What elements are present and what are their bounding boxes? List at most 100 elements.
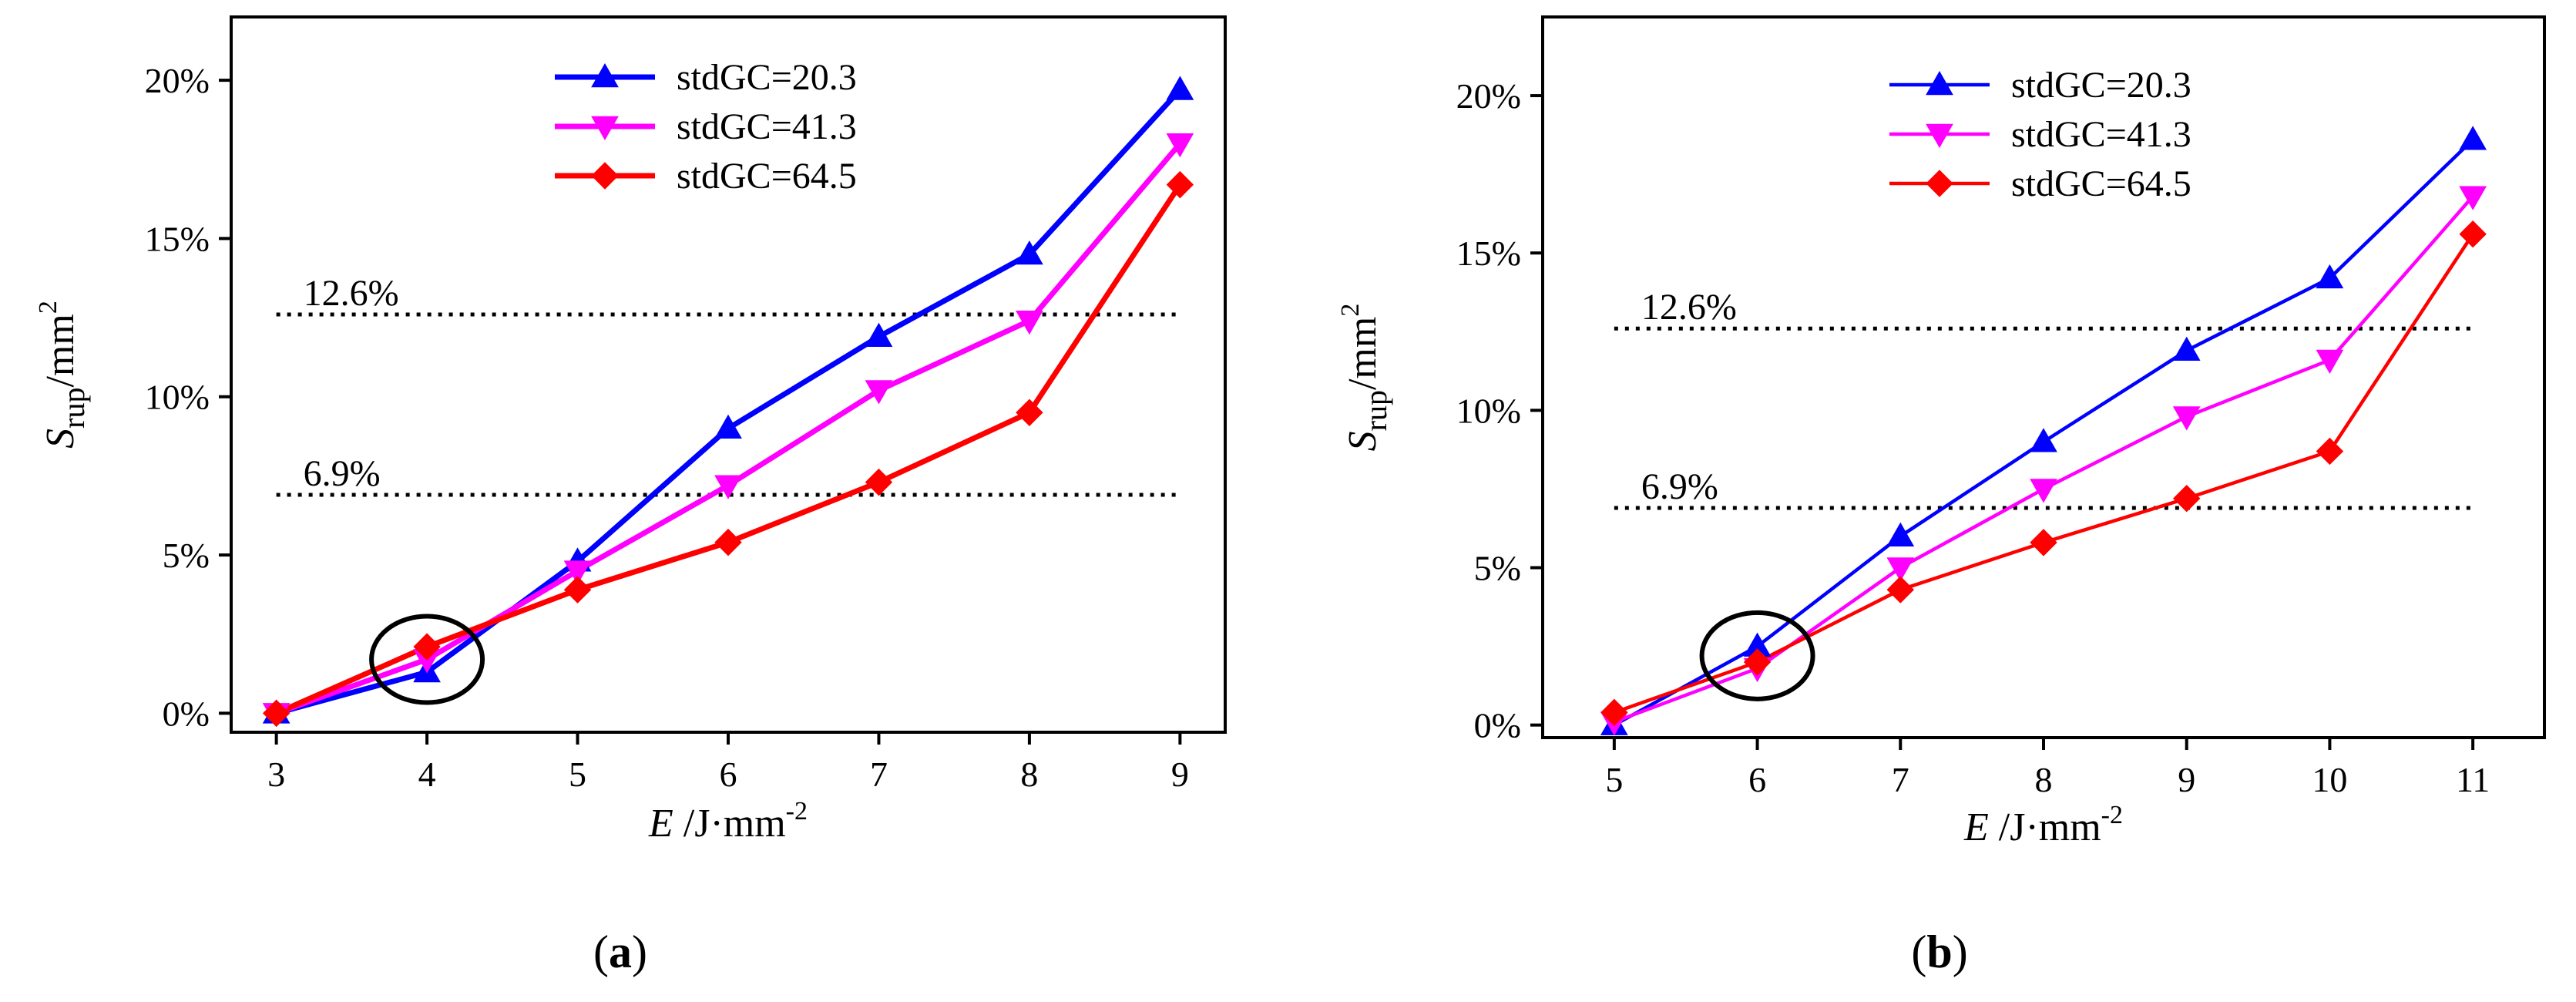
highlight-circle: [369, 614, 485, 705]
x-axis-title-exp: -2: [786, 797, 808, 825]
data-point: [1743, 648, 1772, 676]
reference-line-label: 12.6%: [304, 273, 399, 314]
y-axis-title-var: S: [39, 429, 82, 449]
y-tick-label: 15%: [145, 219, 210, 258]
data-point: [1166, 133, 1194, 158]
legend-label: stdGC=64.5: [2011, 163, 2191, 204]
legend-label: stdGC=41.3: [677, 106, 857, 147]
x-tick-label: 3: [267, 755, 285, 794]
data-point: [2173, 484, 2201, 513]
data-point: [865, 380, 893, 405]
data-point: [2316, 437, 2344, 466]
y-tick-label: 10%: [1456, 391, 1521, 430]
data-point: [865, 322, 893, 347]
y-tick-label: 5%: [1474, 549, 1521, 588]
x-axis-title-var: E: [648, 802, 673, 846]
data-point: [563, 560, 592, 585]
data-point: [2030, 529, 2057, 556]
data-point: [1016, 310, 1043, 335]
series-line: [275, 183, 1183, 716]
y-axis-title: Srup/mm2: [34, 301, 91, 449]
data-point: [2316, 349, 2344, 375]
y-axis-title-exp: 2: [1336, 304, 1365, 317]
panel-label-close: ): [632, 926, 647, 977]
y-tick-label: 0%: [163, 694, 210, 733]
data-point: [413, 633, 441, 661]
panel-label: (a): [593, 926, 647, 977]
data-point: [1016, 240, 1043, 265]
reference-line-label: 6.9%: [304, 453, 381, 494]
x-tick-label: 9: [1171, 755, 1189, 794]
panel-label: (b): [1911, 926, 1967, 977]
data-point: [2316, 264, 2344, 289]
y-axis-title-exp: 2: [34, 301, 62, 314]
y-tick-label: 20%: [145, 61, 210, 100]
y-axis-title-unit: /mm: [39, 314, 82, 387]
data-point: [2459, 186, 2487, 210]
x-tick-label: 10: [2312, 760, 2347, 799]
data-point: [1016, 398, 1043, 426]
x-tick-label: 7: [1892, 760, 1909, 799]
data-point: [714, 414, 742, 439]
y-tick-label: 20%: [1456, 76, 1521, 116]
data-point: [1886, 576, 1914, 604]
highlight-circle: [1699, 610, 1815, 701]
x-tick-label: 6: [1748, 760, 1766, 799]
x-tick-label: 7: [870, 755, 888, 794]
y-axis-title: Srup/mm2: [1336, 304, 1393, 452]
x-tick-label: 5: [569, 755, 586, 794]
y-axis-title-unit: /mm: [1341, 317, 1385, 390]
panel-label-open: (: [1911, 926, 1926, 977]
data-point: [714, 528, 742, 556]
x-tick-label: 8: [2035, 760, 2053, 799]
data-point: [2459, 126, 2487, 150]
legend-marker: [591, 162, 619, 190]
data-point: [1600, 698, 1628, 727]
legend-marker: [591, 62, 619, 88]
y-tick-label: 15%: [1456, 234, 1521, 273]
reference-line-label: 6.9%: [1641, 466, 1718, 507]
panel-label-close: ): [1953, 926, 1968, 977]
data-point: [2459, 220, 2487, 248]
series-line: [1614, 233, 2475, 715]
legend-label: stdGC=41.3: [2011, 114, 2191, 155]
y-axis-title-sub: rup: [56, 388, 91, 429]
legend-marker: [1926, 170, 1953, 197]
chart-panel-a: 3 4 5 6 7 8 9 0% 5% 10% 15% 20% 12.6% 6.9% stdGC=20.3 s…: [34, 15, 1227, 977]
data-point: [2172, 336, 2201, 361]
legend-marker: [1926, 70, 1953, 96]
data-point: [714, 475, 742, 499]
data-point: [2030, 428, 2057, 452]
y-axis-title-sub: rup: [1359, 390, 1393, 431]
data-point: [262, 699, 291, 728]
data-point: [2172, 406, 2201, 431]
panel-label-open: (: [593, 926, 609, 977]
x-tick-label: 8: [1020, 755, 1038, 794]
data-point: [1166, 170, 1194, 199]
y-tick-label: 5%: [163, 536, 210, 575]
panel-label-letter: b: [1926, 926, 1952, 977]
x-axis-title-unit: /J·mm: [1989, 805, 2101, 849]
legend-label: stdGC=64.5: [677, 156, 857, 197]
data-point: [1166, 76, 1194, 100]
series-line: [1614, 195, 2474, 724]
y-axis-title-var: S: [1341, 431, 1385, 451]
reference-line-label: 12.6%: [1641, 287, 1737, 328]
data-point: [1886, 557, 1915, 582]
x-tick-label: 11: [2456, 760, 2490, 799]
panel-label-letter: a: [609, 926, 632, 977]
data-point: [1886, 522, 1915, 546]
chart-panel-b: 5 6 7 8 9 10 11 0% 5% 10% 15% 20% 12.6% 6.9% stdGC=20.…: [1336, 15, 2546, 977]
legend-label: stdGC=20.3: [677, 57, 857, 98]
data-point: [2030, 479, 2057, 503]
x-axis-title: E /J·mm-2: [648, 797, 808, 846]
y-tick-label: 0%: [1474, 706, 1521, 745]
data-point: [865, 468, 893, 496]
x-tick-label: 9: [2178, 760, 2195, 799]
x-axis-title-exp: -2: [2101, 801, 2123, 829]
x-axis-title: E /J·mm-2: [1963, 801, 2123, 849]
x-axis-title-var: E: [1963, 805, 1989, 849]
x-tick-label: 6: [720, 755, 737, 794]
y-tick-label: 10%: [145, 378, 210, 417]
legend-label: stdGC=20.3: [2011, 65, 2191, 106]
